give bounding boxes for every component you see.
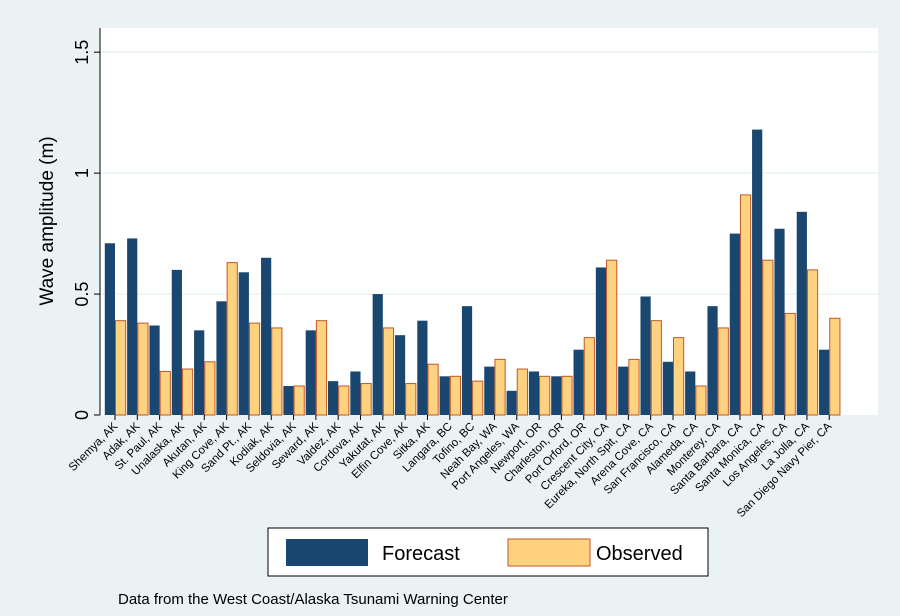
bar-forecast [149,325,160,415]
y-tick-label: 0.5 [72,282,92,307]
bar-forecast [729,233,740,415]
source-note: Data from the West Coast/Alaska Tsunami … [118,591,508,608]
bar-observed [829,317,841,416]
bar-forecast [194,330,205,415]
bar-observed [159,370,171,416]
y-tick-label: 1.5 [72,40,92,65]
legend-label-observed: Observed [596,543,683,565]
bar-forecast [216,301,227,415]
bar-forecast [350,371,361,415]
bar-forecast [595,267,607,415]
bar-forecast [551,376,562,415]
bar-forecast [461,306,473,415]
bar-observed [762,259,774,416]
bar-forecast [528,371,540,415]
bar-observed [583,337,595,416]
bar-observed [204,361,216,416]
bar-observed [181,368,194,416]
bar-observed [248,322,261,416]
bar-forecast [238,272,249,415]
bar-observed [472,380,484,416]
bar-observed [606,259,618,416]
bar-forecast [439,376,450,415]
y-axis-ticks: 0 0.5 1 1.5 [72,40,100,420]
bar-observed [494,358,506,416]
bar-forecast [417,320,428,415]
bar-forecast [127,238,138,415]
bar-observed [695,385,707,416]
bar-forecast [372,294,383,415]
bar-forecast [752,129,763,415]
bar-forecast [283,385,294,415]
bar-forecast [261,257,272,415]
bar-observed [382,327,395,416]
bar-forecast [685,371,696,415]
legend: Forecast Observed [267,527,709,577]
bars [104,129,841,416]
bar-observed [315,320,328,416]
bar-observed [561,375,573,416]
bar-observed [650,320,662,416]
bar-observed [427,363,439,416]
bar-forecast [707,306,718,415]
bar-observed [539,375,551,416]
legend-label-forecast: Forecast [382,543,460,565]
bar-forecast [618,366,629,415]
bar-observed [717,327,729,416]
bar-observed [516,368,528,416]
bar-forecast [394,335,406,415]
bar-observed [115,320,127,416]
bar-observed [293,385,305,416]
y-tick-label: 0 [72,410,92,420]
bar-observed [449,375,461,416]
bar-forecast [796,211,807,415]
bar-observed [338,385,350,416]
bar-forecast [573,349,584,415]
bar-observed [739,194,752,416]
bar-forecast [640,296,651,415]
bar-observed [271,327,283,416]
legend-swatch-observed [507,538,591,567]
bar-observed [806,269,819,416]
bar-observed [360,383,372,416]
bar-observed [628,358,640,416]
bar-observed [137,322,149,416]
bar-observed [405,383,417,416]
bar-observed [226,262,238,416]
bar-forecast [104,243,115,415]
bar-forecast [305,330,316,415]
bar-forecast [506,390,517,415]
bar-observed [673,337,685,416]
bar-forecast [662,361,673,415]
bar-forecast [484,366,495,415]
y-tick-label: 1 [72,168,92,178]
y-axis-title: Wave amplitude (m) [37,136,58,305]
bar-forecast [328,381,339,415]
bar-forecast [819,349,830,415]
legend-swatch-forecast [286,539,368,566]
bar-observed [784,312,796,416]
bar-forecast [171,269,182,415]
bar-forecast [774,228,785,415]
